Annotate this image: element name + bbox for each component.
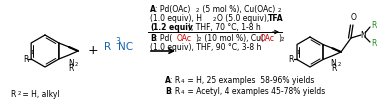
Text: R: R xyxy=(23,54,28,64)
Text: : R: : R xyxy=(170,76,180,85)
Text: ): ) xyxy=(195,34,198,43)
Text: R: R xyxy=(10,90,15,99)
Text: 2: 2 xyxy=(198,37,201,42)
Text: 1: 1 xyxy=(296,50,299,55)
Text: 1: 1 xyxy=(30,50,34,55)
Text: = Acetyl, 4 examples 45-78% yields: = Acetyl, 4 examples 45-78% yields xyxy=(185,87,325,96)
Text: A: A xyxy=(165,76,171,85)
Text: 4: 4 xyxy=(181,79,184,84)
Text: B: B xyxy=(150,34,156,43)
Text: R: R xyxy=(104,42,111,52)
Text: (: ( xyxy=(150,23,153,32)
Text: OAc: OAc xyxy=(260,34,275,43)
Text: 2: 2 xyxy=(213,17,216,22)
Text: +: + xyxy=(88,44,98,58)
Text: N: N xyxy=(68,59,74,68)
Text: TFA: TFA xyxy=(268,14,284,23)
Text: : R: : R xyxy=(170,87,180,96)
Text: (1.0 equiv), H: (1.0 equiv), H xyxy=(150,14,202,23)
Text: 1.2 equiv: 1.2 equiv xyxy=(153,23,193,32)
Text: (10 mol %), Cu(: (10 mol %), Cu( xyxy=(202,34,264,43)
Text: : Pd(: : Pd( xyxy=(155,34,172,43)
Text: O (5.0 equiv),: O (5.0 equiv), xyxy=(217,14,269,23)
Text: N: N xyxy=(331,59,336,68)
Text: R: R xyxy=(371,39,376,49)
Text: NC: NC xyxy=(118,42,133,52)
Text: 2: 2 xyxy=(278,8,282,13)
Text: O: O xyxy=(351,13,357,22)
Text: 2: 2 xyxy=(75,62,78,67)
Text: 2: 2 xyxy=(196,8,199,13)
Text: N: N xyxy=(360,31,366,39)
Text: ): ) xyxy=(278,34,281,43)
Text: 2: 2 xyxy=(18,91,21,96)
Text: R: R xyxy=(68,64,74,73)
Text: B: B xyxy=(165,87,171,96)
Text: : Pd(OAc): : Pd(OAc) xyxy=(155,5,190,14)
Text: R: R xyxy=(331,64,336,73)
Text: R: R xyxy=(289,55,294,64)
Text: = H, 25 examples  58-96% yields: = H, 25 examples 58-96% yields xyxy=(185,76,314,85)
Text: 2: 2 xyxy=(338,62,341,67)
Text: (5 mol %), Cu(OAc): (5 mol %), Cu(OAc) xyxy=(200,5,275,14)
Text: 4: 4 xyxy=(181,90,184,95)
Text: (1.0 equiv), THF, 90 °C, 3-8 h: (1.0 equiv), THF, 90 °C, 3-8 h xyxy=(150,43,261,52)
Text: = H, alkyl: = H, alkyl xyxy=(20,90,60,99)
Text: OAc: OAc xyxy=(177,34,192,43)
Text: R: R xyxy=(371,21,376,31)
Text: 3: 3 xyxy=(115,37,120,47)
Text: ), THF, 70 °C, 1-8 h: ), THF, 70 °C, 1-8 h xyxy=(188,23,261,32)
Text: A: A xyxy=(150,5,156,14)
Text: 2: 2 xyxy=(281,37,285,42)
